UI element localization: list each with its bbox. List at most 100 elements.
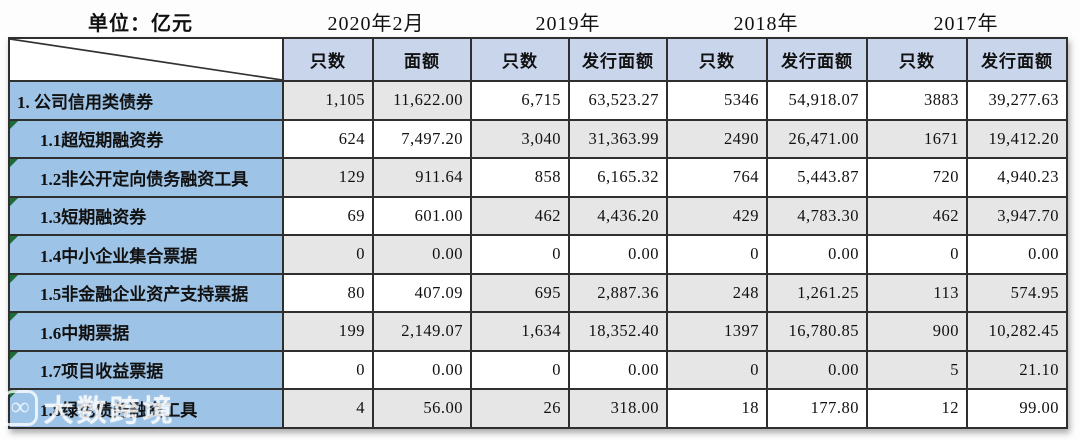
diagonal-line (11, 40, 281, 79)
value-cell: 56.00 (372, 388, 472, 429)
year-label-2018: 2018年 (733, 13, 799, 35)
value-cell: 0.00 (766, 349, 868, 390)
value-cell: 0 (470, 234, 570, 275)
table-row: 1.1超短期融资券 624 7,497.20 3,040 31,363.99 2490 26… (8, 118, 1068, 159)
col-header: 面额 (372, 37, 472, 82)
col-header: 发行面额 (568, 37, 668, 82)
error-indicator-icon (11, 313, 18, 321)
value-cell: 0.00 (966, 234, 1068, 275)
table-row: 1.5非金融企业资产支持票据 80 407.09 695 2,887.36 248 1,26… (8, 272, 1068, 313)
col-header: 只数 (866, 37, 968, 82)
row-label: 1.8绿色债务融资工具 (40, 400, 198, 420)
col-header: 只数 (470, 37, 570, 82)
value-cell: 6,165.32 (568, 157, 668, 198)
row-label: 1.3短期融资券 (40, 208, 147, 228)
value-cell: 0 (282, 349, 374, 390)
value-cell: 129 (282, 157, 374, 198)
table-row: 1.2非公开定向债务融资工具 129 911.64 858 6,165.32 764 5,4… (8, 157, 1068, 198)
top-header-strip: 单位：亿元 2020年2月 2019年 2018年 2017年 (0, 0, 1080, 37)
value-cell: 462 (470, 195, 570, 236)
value-cell: 2490 (666, 118, 768, 159)
value-cell: 4,783.30 (766, 195, 868, 236)
bond-issuance-table: 只数 面额 只数 发行面额 只数 发行面额 只数 发行面额 1. 公司信用类债券 1,105 11… (8, 37, 1068, 429)
value-cell: 318.00 (568, 388, 668, 429)
value-cell: 3,947.70 (966, 195, 1068, 236)
value-cell: 21.10 (966, 349, 1068, 390)
error-indicator-icon (11, 236, 18, 244)
value-cell: 39,277.63 (966, 80, 1068, 121)
value-cell: 5,443.87 (766, 157, 868, 198)
row-label: 1.7项目收益票据 (40, 362, 164, 382)
year-label-2020: 2020年2月 (327, 13, 425, 35)
row-label-cell: 1.6中期票据 (8, 311, 284, 352)
row-label: 1.2非公开定向债务融资工具 (40, 169, 249, 189)
value-cell: 900 (866, 311, 968, 352)
value-cell: 10,282.45 (966, 311, 1068, 352)
value-cell: 0 (866, 234, 968, 275)
year-label-2017: 2017年 (933, 13, 999, 35)
row-label: 1.6中期票据 (40, 323, 130, 343)
value-cell: 0 (666, 349, 768, 390)
table-row: 1.8绿色债务融资工具 4 56.00 26 318.00 18 177.80 12 99.00 (8, 388, 1068, 429)
value-cell: 7,497.20 (372, 118, 472, 159)
value-cell: 1671 (866, 118, 968, 159)
value-cell: 18,352.40 (568, 311, 668, 352)
value-cell: 720 (866, 157, 968, 198)
row-label-cell: 1.5非金融企业资产支持票据 (8, 272, 284, 313)
value-cell: 0.00 (568, 234, 668, 275)
value-cell: 0.00 (766, 234, 868, 275)
value-cell: 26,471.00 (766, 118, 868, 159)
value-cell: 1397 (666, 311, 768, 352)
value-cell: 0.00 (372, 234, 472, 275)
value-cell: 54,918.07 (766, 80, 868, 121)
value-cell: 18 (666, 388, 768, 429)
value-cell: 3,040 (470, 118, 570, 159)
value-cell: 4,940.23 (966, 157, 1068, 198)
col-header: 只数 (666, 37, 768, 82)
row-label-cell: 1.4中小企业集合票据 (8, 234, 284, 275)
row-label-cell: 1. 公司信用类债券 (8, 80, 284, 121)
value-cell: 2,149.07 (372, 311, 472, 352)
value-cell: 0 (666, 234, 768, 275)
value-cell: 5 (866, 349, 968, 390)
value-cell: 0.00 (372, 349, 472, 390)
year-label-2019: 2019年 (535, 13, 601, 35)
value-cell: 1,634 (470, 311, 570, 352)
error-indicator-icon (11, 198, 18, 206)
row-label-cell: 1.7项目收益票据 (8, 349, 284, 390)
error-indicator-icon (11, 121, 18, 129)
value-cell: 0.00 (568, 349, 668, 390)
value-cell: 99.00 (966, 388, 1068, 429)
value-cell: 177.80 (766, 388, 868, 429)
value-cell: 16,780.85 (766, 311, 868, 352)
value-cell: 695 (470, 272, 570, 313)
col-header: 发行面额 (766, 37, 868, 82)
value-cell: 624 (282, 118, 374, 159)
row-label-cell: 1.1超短期融资券 (8, 118, 284, 159)
row-label-cell: 1.3短期融资券 (8, 195, 284, 236)
value-cell: 764 (666, 157, 768, 198)
row-label-cell: 1.2非公开定向债务融资工具 (8, 157, 284, 198)
table-row: 1.6中期票据 199 2,149.07 1,634 18,352.40 1397 16,7… (8, 311, 1068, 352)
value-cell: 6,715 (470, 80, 570, 121)
value-cell: 911.64 (372, 157, 472, 198)
value-cell: 0 (282, 234, 374, 275)
error-indicator-icon (11, 159, 18, 167)
value-cell: 11,622.00 (372, 80, 472, 121)
table-row: 1.7项目收益票据 0 0.00 0 0.00 0 0.00 5 21.10 (8, 349, 1068, 390)
column-header-row: 只数 面额 只数 发行面额 只数 发行面额 只数 发行面额 (8, 37, 1068, 82)
error-indicator-icon (11, 275, 18, 283)
value-cell: 19,412.20 (966, 118, 1068, 159)
value-cell: 407.09 (372, 272, 472, 313)
table-row: 1. 公司信用类债券 1,105 11,622.00 6,715 63,523.27 53… (8, 80, 1068, 121)
value-cell: 1,105 (282, 80, 374, 121)
value-cell: 429 (666, 195, 768, 236)
value-cell: 2,887.36 (568, 272, 668, 313)
row-label-cell: 1.8绿色债务融资工具 (8, 388, 284, 429)
corner-cell (8, 37, 284, 82)
unit-label: 单位：亿元 (88, 13, 193, 35)
value-cell: 12 (866, 388, 968, 429)
value-cell: 858 (470, 157, 570, 198)
value-cell: 574.95 (966, 272, 1068, 313)
value-cell: 199 (282, 311, 374, 352)
